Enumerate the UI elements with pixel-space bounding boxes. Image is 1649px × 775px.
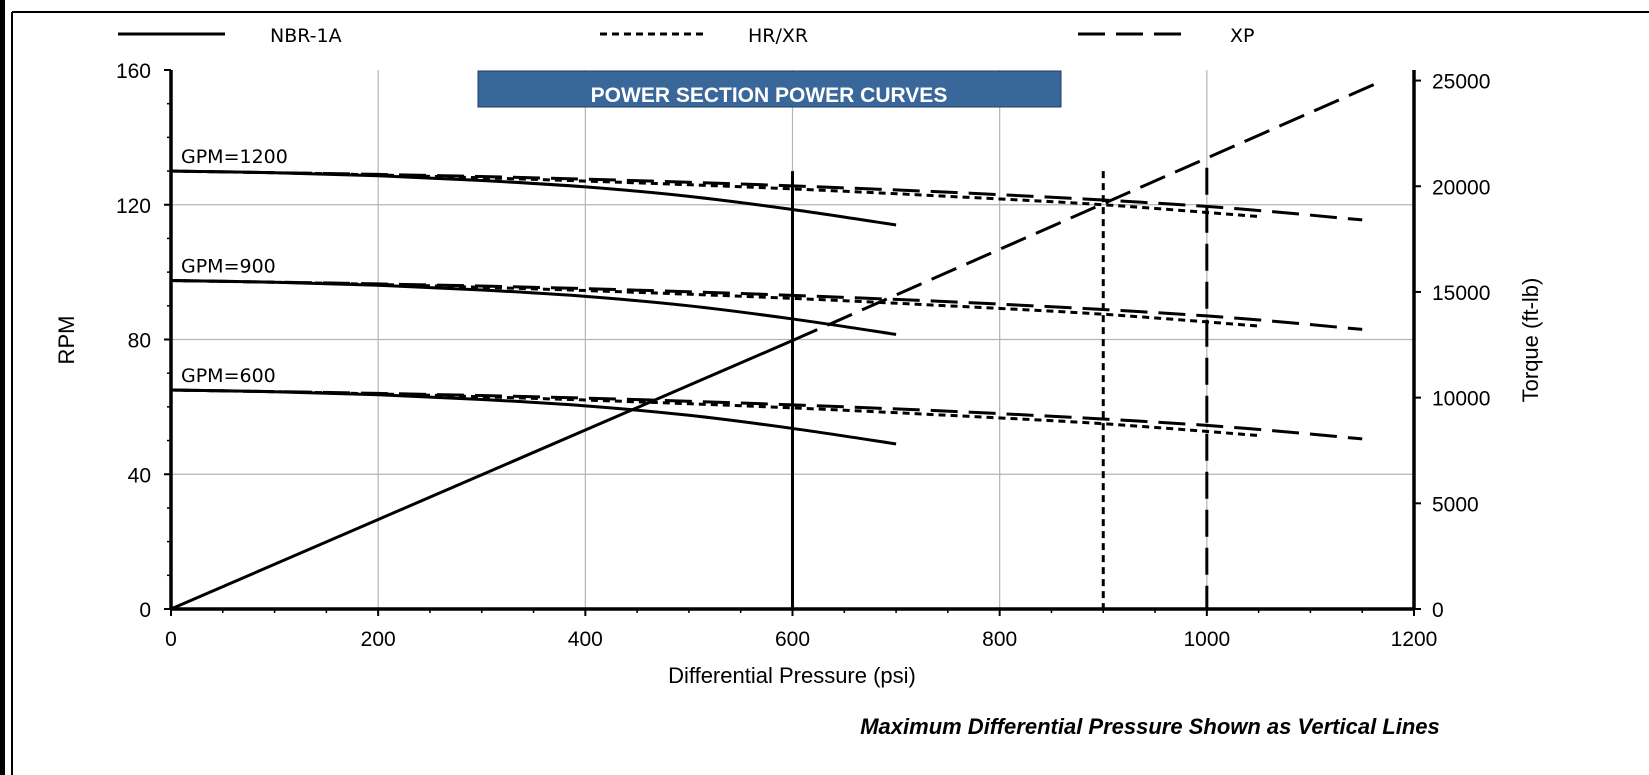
x-tick-label: 600 — [775, 628, 810, 651]
rpm-curve-hr-xr-1200 — [170, 169, 1259, 219]
y-tick-label: 80 — [128, 330, 151, 353]
flow-labels: GPM=1200 GPM=900 GPM=600 — [181, 146, 288, 387]
legend-label: XP — [1230, 25, 1254, 47]
y2-tick-label: 0 — [1432, 599, 1444, 622]
flow-rate-label: GPM=600 — [181, 365, 276, 387]
legend: NBR-1A HR/XR XP — [118, 25, 1254, 47]
torque-lines — [170, 79, 1384, 611]
x-tick-label: 1000 — [1183, 628, 1230, 651]
y-tick-label: 120 — [116, 195, 151, 218]
x-tick-label: 0 — [165, 628, 177, 651]
legend-label: NBR-1A — [270, 25, 342, 47]
y2-tick-label: 5000 — [1432, 493, 1479, 516]
legend-item-hr-xr: HR/XR — [600, 25, 808, 47]
x-tick-label: 200 — [361, 628, 396, 651]
rpm-curve-hr-xr-900 — [170, 279, 1259, 328]
legend-item-nbr-1a: NBR-1A — [118, 25, 342, 47]
rpm-curve-xp-900 — [170, 279, 1363, 331]
max-pressure-lines — [791, 167, 1209, 609]
rpm-curve-xp-1200 — [170, 169, 1363, 222]
torque-line-xp — [791, 79, 1384, 342]
x-axis-title: Differential Pressure (psi) — [668, 663, 916, 688]
y2-tick-label: 20000 — [1432, 176, 1490, 199]
y-tick-label: 0 — [139, 599, 151, 622]
x-tick-label: 400 — [568, 628, 603, 651]
y-tick-label: 160 — [116, 60, 151, 83]
tick-labels: 0 200 400 600 800 1000 1200 0 40 80 120 160 0 5000 100… — [116, 60, 1490, 651]
left-border — [0, 0, 5, 775]
y2-tick-label: 10000 — [1432, 388, 1490, 411]
y-tick-label: 40 — [128, 464, 151, 487]
legend-label: HR/XR — [748, 25, 808, 47]
chart-title: POWER SECTION POWER CURVES — [591, 84, 948, 107]
legend-item-xp: XP — [1078, 25, 1254, 47]
y2-axis-title: Torque (ft-lb) — [1518, 278, 1543, 403]
rpm-curve-xp-600 — [170, 388, 1363, 441]
axes — [164, 69, 1421, 616]
flow-rate-label: GPM=900 — [181, 256, 276, 278]
title-box — [477, 70, 1062, 108]
torque-line-nbr-1a — [170, 339, 794, 611]
chart-title-banner: POWER SECTION POWER CURVES — [477, 70, 1062, 108]
annotation-note: Maximum Differential Pressure Shown as V… — [860, 714, 1440, 739]
flow-rate-label: GPM=1200 — [181, 146, 288, 168]
rpm-curves — [170, 169, 1363, 446]
rpm-curve-hr-xr-600 — [170, 388, 1259, 438]
x-tick-label: 800 — [982, 628, 1017, 651]
y-axis-title: RPM — [54, 316, 79, 365]
y2-tick-label: 25000 — [1432, 71, 1490, 94]
y2-tick-label: 15000 — [1432, 282, 1490, 305]
x-tick-label: 1200 — [1391, 628, 1438, 651]
